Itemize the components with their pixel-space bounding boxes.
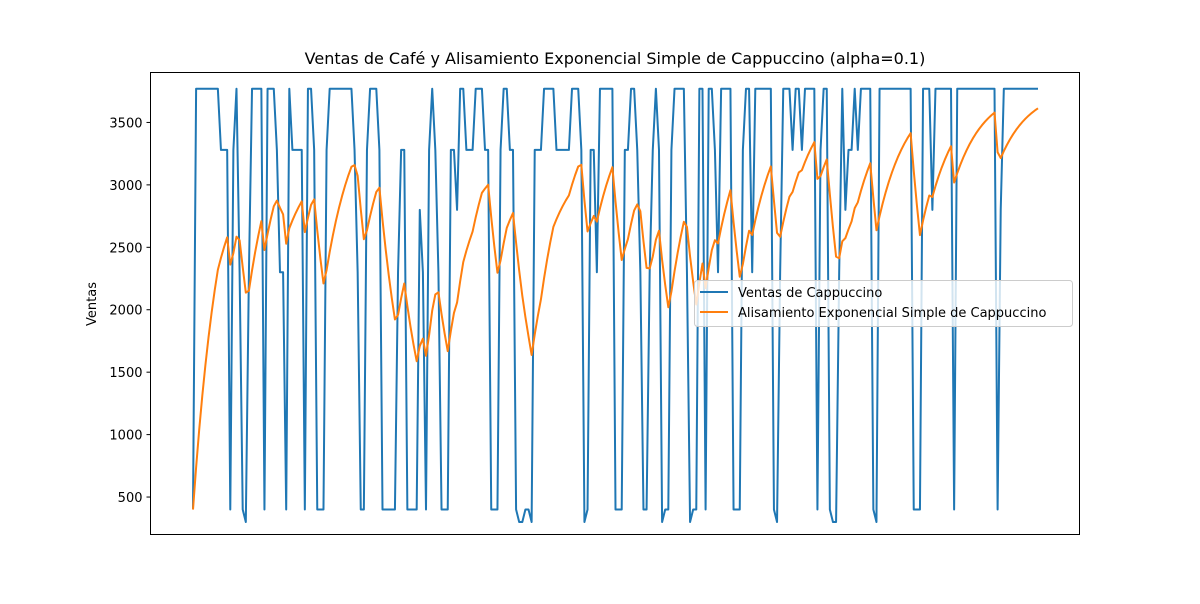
y-axis: 500 1000 1500 2000 2500 3000 3500 bbox=[109, 116, 151, 506]
legend-box bbox=[694, 280, 1073, 327]
chart-title: Ventas de Café y Alisamiento Exponencial… bbox=[305, 49, 926, 68]
y-tick-label: 2000 bbox=[109, 304, 142, 319]
y-tick-label: 1000 bbox=[109, 429, 142, 444]
legend-label-cappuccino: Ventas de Cappuccino bbox=[738, 286, 882, 301]
legend-label-smoothing: Alisamiento Exponencial Simple de Cappuc… bbox=[738, 306, 1046, 321]
y-tick-label: 500 bbox=[118, 491, 143, 506]
plot-frame bbox=[150, 72, 1080, 535]
y-tick-label: 2500 bbox=[109, 241, 142, 256]
y-tick-label: 1500 bbox=[109, 366, 142, 381]
plot-series bbox=[192, 87, 1039, 524]
series-line-cappuccino bbox=[192, 87, 1038, 524]
legend: Ventas de Cappuccino Alisamiento Exponen… bbox=[694, 280, 1073, 327]
y-tick-label: 3000 bbox=[109, 179, 142, 194]
series-line-smoothing bbox=[192, 107, 1039, 510]
y-tick-label: 3500 bbox=[109, 116, 142, 131]
y-axis-label: Ventas bbox=[85, 282, 100, 326]
